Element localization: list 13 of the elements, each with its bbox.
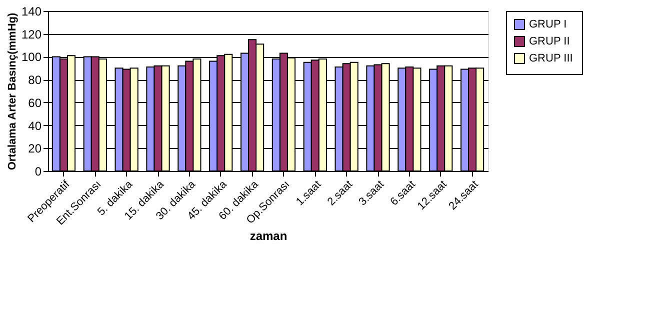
legend-label: GRUP II [529, 36, 570, 48]
legend-label: GRUP I [529, 18, 567, 30]
y-tick-label: 140 [21, 4, 42, 18]
y-tick-label: 100 [21, 50, 42, 64]
y-tick-label: 40 [28, 118, 42, 133]
y-tick-label: 80 [28, 73, 42, 88]
y-tick-label: 120 [21, 27, 42, 42]
y-tick-label: 0 [34, 164, 42, 178]
x-axis-title: zaman [250, 228, 288, 243]
y-tick-label: 20 [28, 142, 42, 156]
y-tick-label: 60 [28, 96, 42, 110]
legend-label: GRUP III [529, 52, 573, 64]
y-axis-title: Ortalama Arter Basınç(mmHg) [6, 12, 18, 170]
